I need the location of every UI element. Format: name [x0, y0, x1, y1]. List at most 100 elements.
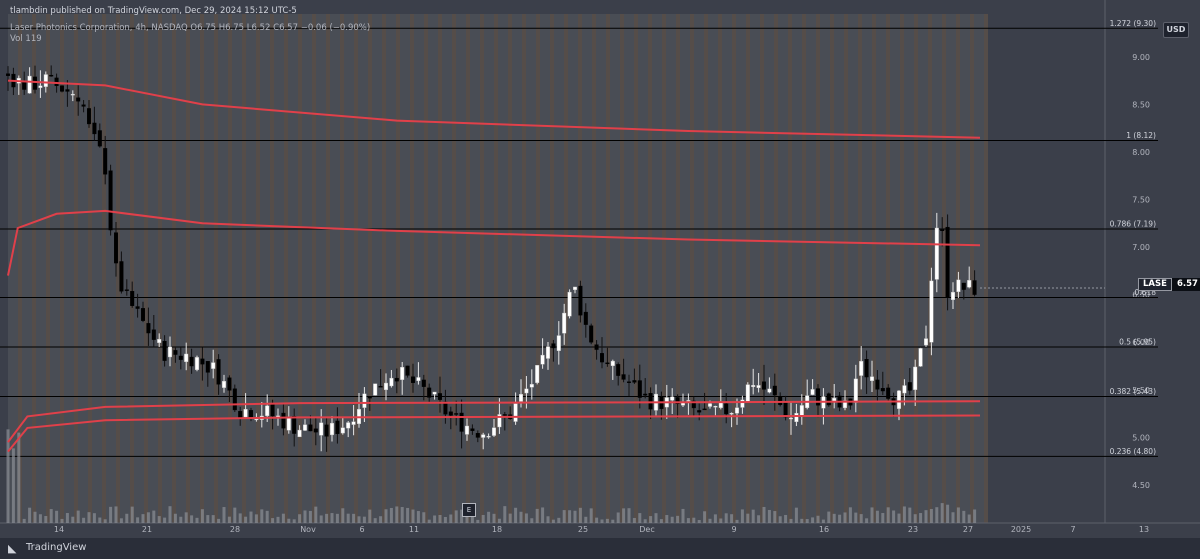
volume-bar	[454, 510, 458, 523]
fib-level-label: 1.272 (9.30)	[1110, 19, 1156, 28]
y-tick-label: 9.00	[1132, 53, 1150, 62]
extended-hours-band	[802, 14, 806, 523]
extended-hours-band	[32, 14, 36, 523]
extended-hours-band	[312, 14, 316, 523]
volume-bar	[200, 509, 204, 523]
candle-body	[594, 344, 599, 350]
session-band	[568, 14, 578, 523]
volume-bar	[109, 506, 113, 523]
volume-bar	[146, 512, 150, 523]
extended-hours-band	[88, 14, 92, 523]
volume-bar	[357, 516, 361, 523]
candle-body	[254, 418, 259, 421]
volume-bar	[481, 514, 485, 523]
candle-body	[524, 388, 529, 394]
volume-bar	[973, 509, 977, 523]
candle-body	[762, 381, 767, 390]
candle-body	[427, 387, 432, 398]
volume-bar	[449, 514, 453, 523]
time-axis-panel	[0, 523, 1200, 538]
session-band	[106, 14, 116, 523]
extended-hours-band	[396, 14, 400, 523]
volume-bar	[546, 516, 550, 523]
extended-hours-band	[928, 14, 932, 523]
volume-bar	[865, 518, 869, 523]
currency-badge[interactable]: USD	[1163, 22, 1189, 38]
candle-body	[200, 358, 205, 365]
volume-bar	[508, 513, 512, 523]
volume-bar	[784, 514, 788, 523]
volume-bar	[589, 508, 593, 523]
volume-bar	[17, 432, 21, 523]
session-band	[190, 14, 200, 523]
candle-body	[583, 311, 588, 325]
volume-bar	[962, 510, 966, 523]
candle-body	[151, 329, 156, 340]
candle-body	[205, 361, 210, 373]
fib-level-label: 0.786 (7.19)	[1110, 220, 1156, 229]
session-band	[302, 14, 312, 523]
volume-bar	[163, 517, 167, 523]
candle-body	[670, 396, 675, 401]
session-band	[792, 14, 802, 523]
earnings-marker[interactable]: E	[462, 503, 476, 517]
candle-body	[897, 390, 902, 409]
candle-body	[43, 74, 48, 87]
session-band	[176, 14, 186, 523]
candle-body	[918, 348, 923, 367]
fib-level-label: 0.5 (5.95)	[1119, 337, 1156, 346]
session-band	[386, 14, 396, 523]
volume-bar	[373, 518, 377, 523]
session-band	[596, 14, 606, 523]
volume-bar	[119, 518, 123, 523]
x-tick-label: Nov	[300, 525, 316, 534]
volume-bar	[562, 510, 566, 523]
session-band	[652, 14, 662, 523]
extended-hours-band	[550, 14, 554, 523]
session-band	[78, 14, 88, 523]
candle-body	[448, 411, 453, 416]
candle-body	[794, 413, 799, 422]
volume-bar	[870, 507, 874, 523]
volume-bar	[757, 515, 761, 523]
candle-body	[265, 405, 270, 417]
volume-bar	[184, 512, 188, 523]
extended-hours-band	[452, 14, 456, 523]
candle-body	[708, 403, 713, 407]
tradingview-wordmark[interactable]: TradingView	[26, 542, 87, 553]
volume-bar	[395, 506, 399, 523]
x-tick-label: 25	[578, 525, 588, 534]
session-band	[680, 14, 690, 523]
candle-body	[697, 410, 702, 413]
extended-hours-band	[536, 14, 540, 523]
extended-hours-band	[214, 14, 218, 523]
volume-bar	[638, 513, 642, 523]
candle-body	[702, 408, 707, 411]
candle-body	[535, 365, 540, 383]
vwap-band-line	[7, 79, 981, 139]
extended-hours-band	[676, 14, 680, 523]
candle-body	[124, 289, 129, 291]
volume-bar	[616, 512, 620, 523]
volume-bar	[438, 514, 442, 523]
candle-body	[972, 280, 977, 295]
session-band	[218, 14, 228, 523]
volume-bar	[600, 519, 604, 523]
candle-body	[454, 413, 459, 415]
session-band	[64, 14, 74, 523]
candle-body	[886, 387, 891, 399]
volume-bar	[503, 506, 507, 523]
extended-hours-band	[788, 14, 792, 523]
candle-body	[573, 286, 578, 290]
x-tick-label: 27	[963, 525, 973, 534]
volume-bar	[632, 517, 636, 523]
volume-bar	[114, 506, 118, 523]
session-band	[694, 14, 704, 523]
tradingview-logo-icon[interactable]: ◣	[8, 542, 17, 555]
candle-body	[373, 383, 378, 396]
volume-bar	[897, 513, 901, 523]
extended-hours-band	[984, 14, 988, 523]
volume-bar	[427, 519, 431, 523]
candle-body	[340, 427, 345, 434]
